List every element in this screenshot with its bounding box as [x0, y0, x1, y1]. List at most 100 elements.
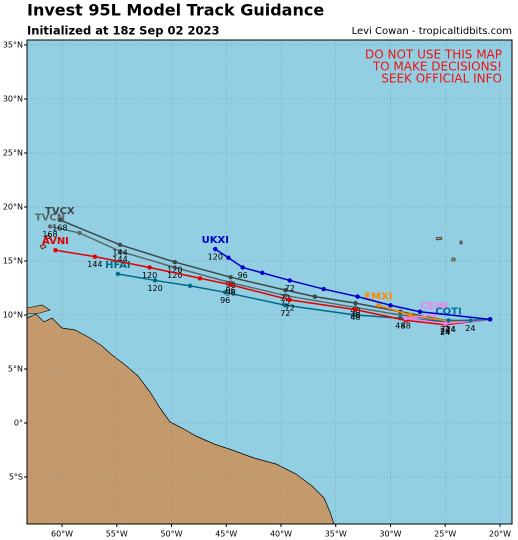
track-point — [403, 316, 409, 321]
track-point — [388, 303, 393, 308]
track-point — [213, 246, 218, 252]
track-point — [147, 265, 152, 270]
track-point — [152, 278, 158, 283]
credit: Levi Cowan - tropicaltidbits.com — [352, 26, 512, 37]
track-point — [353, 300, 358, 306]
track-name: TVCN — [35, 212, 65, 223]
track-point — [417, 309, 423, 314]
track-line — [49, 225, 491, 323]
track-point — [117, 242, 123, 247]
track-name: AVNI — [42, 236, 69, 247]
track-point — [283, 293, 288, 298]
forecast-hour: 24 — [446, 325, 456, 334]
forecast-hour: 24 — [440, 327, 450, 336]
forecast-hour: 120 — [208, 253, 223, 262]
track-name: CEMI — [420, 301, 448, 312]
forecast-hour: 24 — [440, 325, 450, 334]
forecast-hour: 48 — [395, 322, 405, 331]
x-tick-label: 45°W — [215, 530, 237, 539]
x-tick-label: 20°W — [489, 530, 511, 539]
title: Invest 95L Model Track Guidance — [27, 1, 324, 20]
track-point — [47, 224, 53, 229]
track-point — [172, 265, 177, 270]
track-line — [214, 248, 491, 321]
track-point — [487, 317, 493, 322]
y-tick-label: 0° — [14, 419, 23, 428]
y-tick-label: 20°N — [3, 202, 23, 211]
track-point — [283, 303, 288, 308]
track-point — [240, 265, 245, 270]
x-tick-label: 30°W — [379, 530, 401, 539]
warning-line: TO MAKE DECISIONS! — [372, 60, 502, 74]
forecast-hour: 48 — [350, 313, 360, 322]
forecast-hour: 72 — [280, 309, 290, 318]
forecast-hour: 144 — [87, 260, 102, 269]
y-tick-label: 15°N — [3, 256, 23, 265]
frame — [26, 39, 513, 525]
y-tick-label: 25°N — [3, 148, 23, 157]
forecast-hour: 96 — [226, 286, 236, 295]
y-tick-label: 10°N — [3, 310, 23, 319]
track-line — [55, 249, 491, 326]
forecast-hour: 96 — [220, 296, 230, 305]
x-tick-label: 25°W — [434, 530, 456, 539]
track-point — [228, 282, 233, 287]
track-name: HFAI — [105, 260, 131, 271]
track-point — [77, 230, 82, 236]
x-tick-label: 40°W — [270, 530, 292, 539]
warning-line: SEEK OFFICIAL INFO — [381, 72, 502, 86]
track-point — [117, 249, 123, 254]
forecast-hour: 168 — [52, 223, 67, 232]
track-point — [197, 276, 203, 281]
track-point — [407, 312, 413, 318]
track-point — [446, 318, 451, 323]
track-point — [355, 294, 360, 299]
track-point — [92, 254, 98, 259]
forecast-hour: 120 — [167, 271, 182, 280]
track-point — [376, 303, 381, 308]
track-name: TVCX — [45, 206, 75, 217]
x-tick-label: 35°W — [325, 530, 347, 539]
forecast-hour: 120 — [167, 266, 182, 275]
track-point — [172, 259, 177, 265]
forecast-hour: 120 — [142, 271, 157, 280]
x-tick-label: 50°W — [160, 530, 182, 539]
y-tick-label: 35°N — [3, 40, 23, 49]
track-point — [283, 287, 288, 293]
track-point — [353, 312, 358, 318]
track-point — [222, 290, 228, 295]
track-point — [353, 307, 358, 312]
track-point — [312, 294, 318, 299]
forecast-hour: 24 — [465, 324, 475, 333]
forecast-hour: 96 — [238, 271, 248, 280]
forecast-hour: 72 — [285, 303, 295, 312]
y-tick-label: 30°N — [3, 94, 23, 103]
track-point — [57, 217, 63, 223]
track-name: UKXI — [202, 235, 229, 246]
forecast-hour: 24 — [446, 325, 456, 334]
track-point — [226, 255, 231, 260]
forecast-hour: 24 — [446, 325, 456, 334]
track-point — [187, 283, 193, 289]
track-point — [468, 318, 473, 323]
track-name: EMXI — [364, 291, 392, 302]
y-tick-label: 5°S — [9, 473, 23, 482]
track-line — [405, 314, 491, 325]
forecast-hour: 168 — [42, 230, 57, 239]
x-tick-label: 60°W — [51, 530, 73, 539]
forecast-hour: 120 — [147, 284, 162, 293]
y-tick-label: 5°N — [8, 365, 23, 374]
track-point — [398, 312, 403, 318]
subtitle: Initialized at 18z Sep 02 2023 — [27, 24, 220, 38]
track-point — [260, 270, 265, 276]
forecast-hour: 72 — [285, 284, 295, 293]
forecast-hour: 24 — [440, 328, 450, 337]
forecast-hour: 48 — [401, 322, 411, 331]
track-point — [53, 247, 58, 253]
track-point — [443, 321, 448, 326]
forecast-hour: 96 — [226, 288, 236, 297]
track-name: COTI — [435, 306, 461, 317]
warning-line: DO NOT USE THIS MAP — [365, 48, 502, 62]
x-tick-label: 55°W — [106, 530, 128, 539]
